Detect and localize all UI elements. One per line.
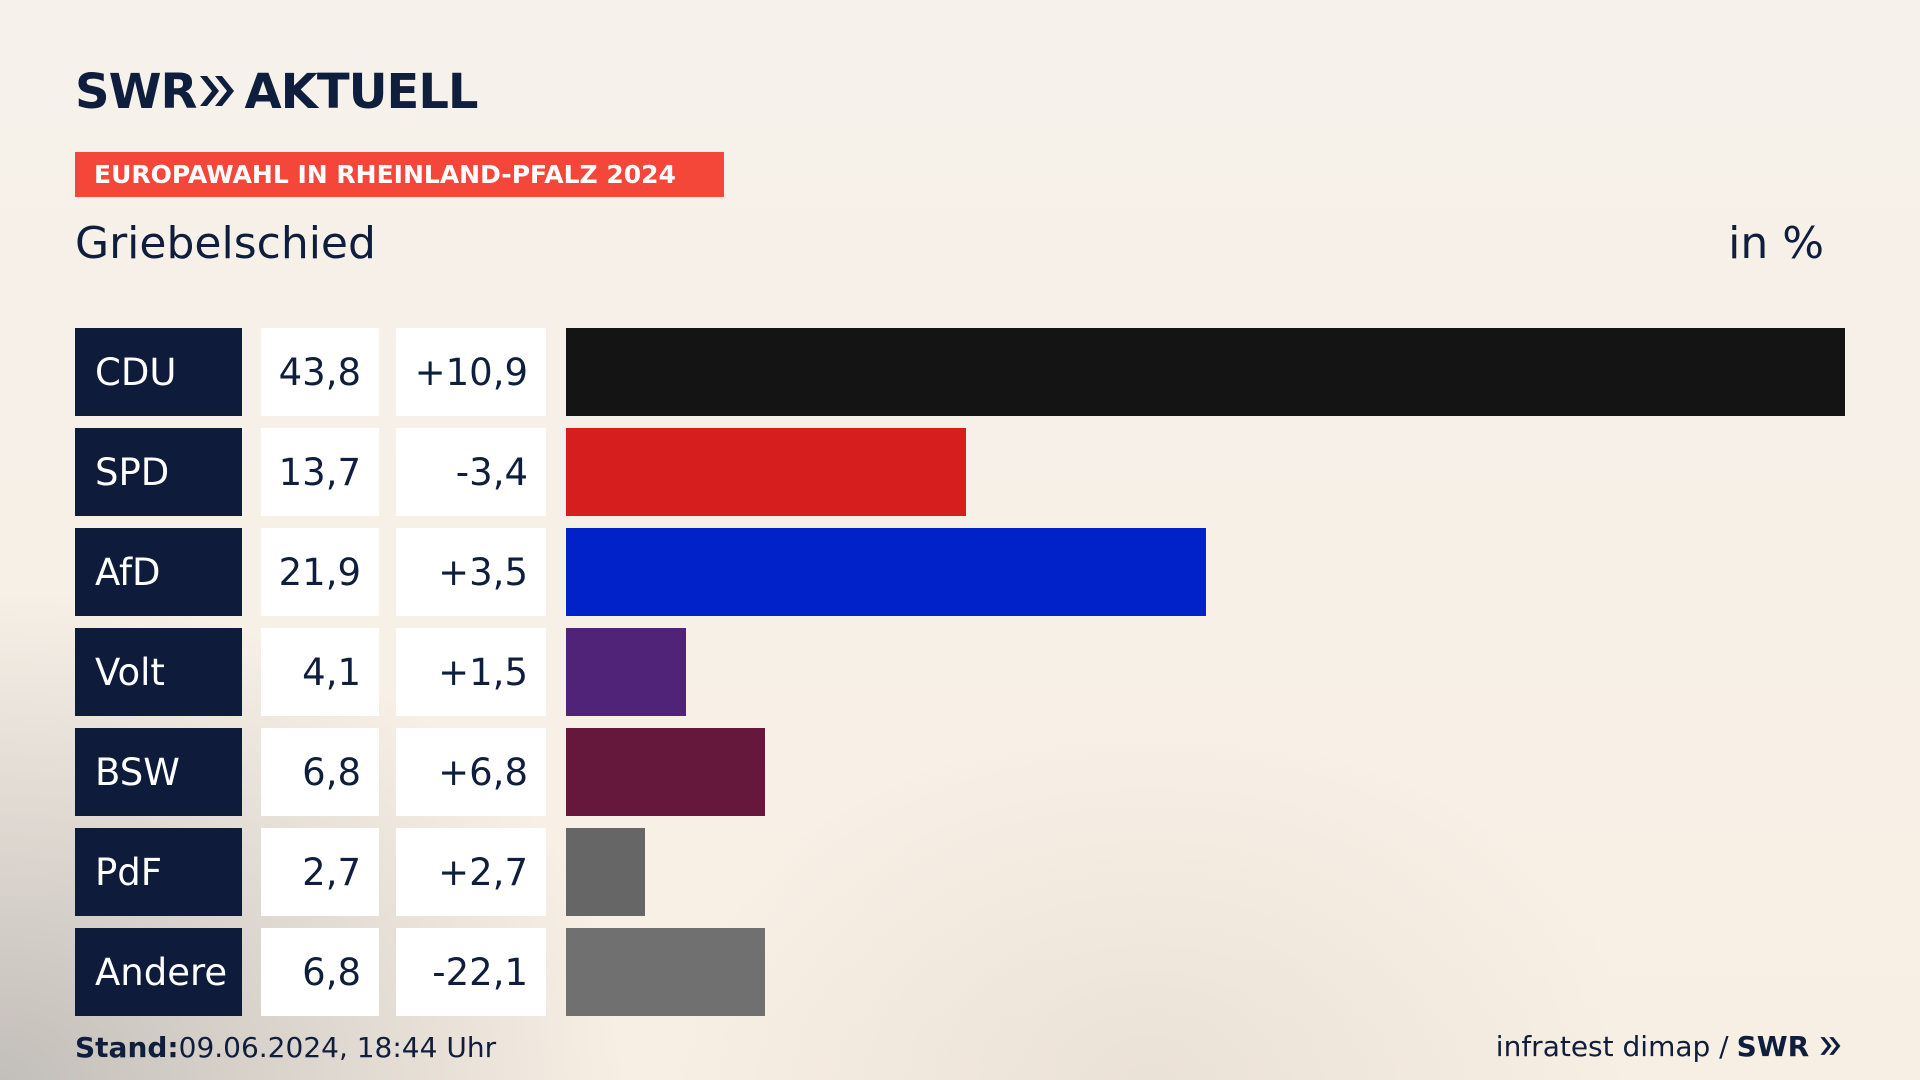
party-label: AfD (75, 528, 242, 616)
vote-share-bar (566, 828, 645, 916)
party-label: PdF (75, 828, 242, 916)
swr-wordmark: SWR (75, 64, 197, 120)
timestamp: Stand:09.06.2024, 18:44 Uhr (75, 1031, 496, 1064)
vote-share-change: +1,5 (396, 628, 546, 716)
stand-label: Stand: (75, 1031, 179, 1064)
vote-share-change: -22,1 (396, 928, 546, 1016)
party-label: BSW (75, 728, 242, 816)
vote-share-value: 6,8 (261, 728, 379, 816)
vote-share-bar (566, 728, 765, 816)
vote-share-change: -3,4 (396, 428, 546, 516)
swr-small-logo: SWR (1737, 1030, 1843, 1063)
double-chevron-icon (198, 68, 238, 116)
vote-share-bar (566, 528, 1206, 616)
unit-label: in % (1728, 218, 1824, 269)
swr-aktuell-logo: SWR AKTUELL (75, 64, 479, 120)
vote-share-bar (566, 428, 966, 516)
result-row: SPD 13,7 -3,4 (75, 428, 1845, 516)
municipality-title: Griebelschied (75, 218, 376, 269)
stand-value: 09.06.2024, 18:44 Uhr (178, 1031, 497, 1064)
vote-share-change: +6,8 (396, 728, 546, 816)
vote-share-value: 4,1 (261, 628, 379, 716)
vote-share-value: 2,7 (261, 828, 379, 916)
result-row: PdF 2,7 +2,7 (75, 828, 1845, 916)
vote-share-bar (566, 328, 1845, 416)
result-row: Volt 4,1 +1,5 (75, 628, 1845, 716)
vote-share-bar (566, 928, 765, 1016)
vote-share-value: 43,8 (261, 328, 379, 416)
result-row: CDU 43,8 +10,9 (75, 328, 1845, 416)
result-row: Andere 6,8 -22,1 (75, 928, 1845, 1016)
aktuell-wordmark: AKTUELL (244, 64, 478, 120)
vote-share-bar (566, 628, 686, 716)
result-row: AfD 21,9 +3,5 (75, 528, 1845, 616)
vote-share-value: 13,7 (261, 428, 379, 516)
vote-share-value: 6,8 (261, 928, 379, 1016)
vote-share-change: +2,7 (396, 828, 546, 916)
result-row: BSW 6,8 +6,8 (75, 728, 1845, 816)
source-credit: infratest dimap / SWR (1496, 1030, 1843, 1063)
small-double-chevron-icon (1820, 1037, 1841, 1055)
vote-share-change: +10,9 (396, 328, 546, 416)
vote-share-change: +3,5 (396, 528, 546, 616)
swr-small-wordmark: SWR (1736, 1030, 1810, 1063)
vote-share-value: 21,9 (261, 528, 379, 616)
party-label: SPD (75, 428, 242, 516)
source-text: infratest dimap / (1495, 1030, 1729, 1063)
party-label: Andere (75, 928, 242, 1016)
election-banner: EUROPAWAHL IN RHEINLAND-PFALZ 2024 (75, 152, 724, 197)
party-label: Volt (75, 628, 242, 716)
party-label: CDU (75, 328, 242, 416)
